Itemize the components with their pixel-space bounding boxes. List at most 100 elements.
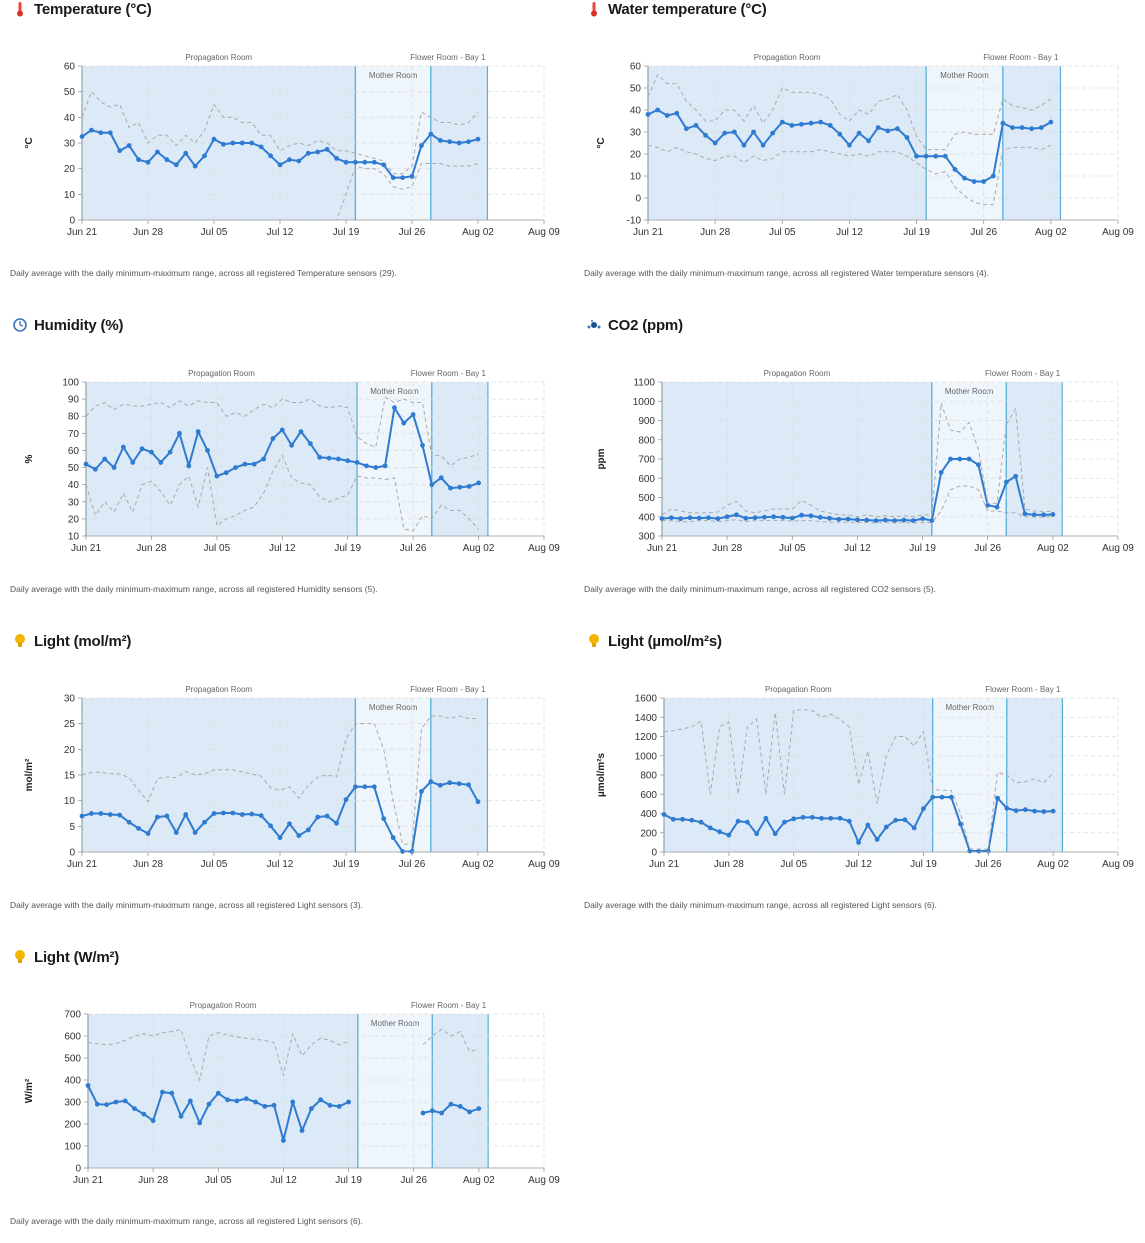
data-point[interactable] [211,136,217,142]
data-point[interactable] [113,1099,119,1105]
data-point[interactable] [324,147,330,152]
data-point[interactable] [233,465,238,470]
data-point[interactable] [249,811,255,817]
data-point[interactable] [206,1101,212,1107]
data-point[interactable] [985,502,991,508]
data-point[interactable] [298,429,304,435]
data-point[interactable] [122,1098,128,1104]
data-point[interactable] [696,515,702,521]
data-point[interactable] [448,1101,454,1107]
data-point[interactable] [353,159,358,165]
data-point[interactable] [249,140,255,146]
data-point[interactable] [761,514,767,520]
data-point[interactable] [94,1101,100,1107]
data-point[interactable] [318,1097,324,1103]
data-point[interactable] [904,135,910,140]
data-point[interactable] [287,157,292,163]
data-point[interactable] [177,430,182,436]
data-point[interactable] [939,794,945,800]
data-point[interactable] [923,153,929,159]
data-point[interactable] [195,429,201,435]
data-point[interactable] [1019,125,1025,130]
data-point[interactable] [883,824,889,830]
data-point[interactable] [789,123,795,128]
data-point[interactable] [674,110,680,116]
data-point[interactable] [381,816,387,822]
data-point[interactable] [668,515,674,521]
data-point[interactable] [911,825,917,831]
data-point[interactable] [976,462,981,468]
data-point[interactable] [187,1098,193,1104]
data-point[interactable] [281,1138,286,1143]
data-point[interactable] [800,814,806,820]
data-point[interactable] [1000,120,1006,126]
data-point[interactable] [401,420,407,426]
data-point[interactable] [827,123,833,128]
data-point[interactable] [107,130,113,136]
data-point[interactable] [107,812,113,817]
data-point[interactable] [734,512,739,518]
data-point[interactable] [966,456,972,462]
data-point[interactable] [289,442,295,448]
data-point[interactable] [169,1090,175,1096]
data-point[interactable] [882,517,888,523]
data-point[interactable] [268,153,273,159]
data-point[interactable] [136,157,141,163]
data-point[interactable] [192,830,198,835]
data-point[interactable] [258,813,264,818]
data-point[interactable] [271,1102,277,1108]
data-point[interactable] [353,784,358,790]
data-point[interactable] [327,1102,333,1108]
data-point[interactable] [202,819,207,825]
data-point[interactable] [251,461,257,467]
data-point[interactable] [343,797,349,803]
data-point[interactable] [655,107,660,113]
data-point[interactable] [467,1109,472,1115]
data-point[interactable] [971,179,977,184]
data-point[interactable] [261,456,266,462]
data-point[interactable] [731,129,737,135]
data-point[interactable] [448,485,453,491]
data-point[interactable] [186,463,192,469]
data-point[interactable] [752,515,758,521]
data-point[interactable] [873,518,879,523]
data-point[interactable] [324,813,330,819]
data-point[interactable] [1041,809,1047,814]
data-point[interactable] [89,127,94,133]
data-point[interactable] [930,794,936,800]
data-point[interactable] [98,811,104,816]
data-point[interactable] [678,516,684,522]
data-point[interactable] [79,813,85,819]
data-point[interactable] [866,138,872,144]
data-point[interactable] [659,516,665,522]
data-point[interactable] [741,142,747,148]
data-point[interactable] [782,819,787,825]
data-point[interactable] [317,454,323,460]
data-point[interactable] [789,515,795,521]
data-point[interactable] [817,514,823,520]
data-point[interactable] [158,460,164,465]
data-point[interactable] [419,789,424,794]
data-point[interactable] [437,782,443,788]
data-point[interactable] [722,130,728,136]
data-point[interactable] [392,405,397,411]
data-point[interactable] [315,149,321,155]
data-point[interactable] [1013,473,1019,479]
data-point[interactable] [92,466,98,472]
data-point[interactable] [827,515,832,521]
data-point[interactable] [724,514,730,520]
data-point[interactable] [308,1106,314,1111]
data-point[interactable] [763,815,769,821]
data-point[interactable] [476,1106,482,1111]
data-point[interactable] [808,513,814,519]
data-point[interactable] [645,112,651,117]
data-point[interactable] [221,141,226,147]
data-point[interactable] [475,136,481,142]
data-point[interactable] [126,819,132,825]
data-point[interactable] [296,833,302,838]
data-point[interactable] [371,784,377,790]
data-point[interactable] [921,806,926,812]
data-point[interactable] [390,175,396,181]
data-point[interactable] [958,821,963,827]
data-point[interactable] [846,818,852,824]
